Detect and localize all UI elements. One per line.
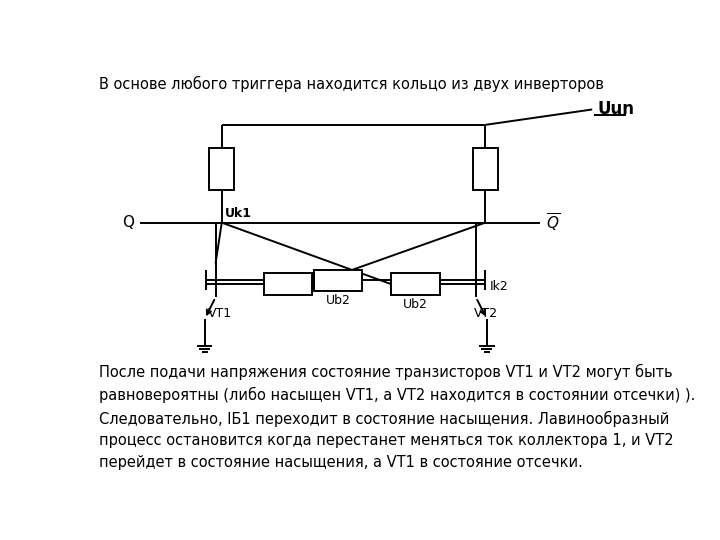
- Text: Uun: Uun: [598, 100, 634, 118]
- Bar: [473, 147, 498, 190]
- Text: После подачи напряжения состояние транзисторов VT1 и VT2 могут быть
равновероятн: После подачи напряжения состояние транзи…: [99, 363, 696, 470]
- Text: $\overline{Q}$: $\overline{Q}$: [546, 212, 559, 234]
- Text: Ik2: Ik2: [490, 280, 508, 293]
- Bar: [314, 269, 362, 291]
- Text: Ub2: Ub2: [325, 294, 351, 307]
- Text: Ub2: Ub2: [403, 298, 428, 311]
- Text: Uk1: Uk1: [225, 207, 252, 220]
- Text: В основе любого триггера находится кольцо из двух инверторов: В основе любого триггера находится кольц…: [99, 76, 604, 92]
- Bar: [392, 273, 439, 295]
- Text: VT1: VT1: [208, 307, 232, 320]
- Bar: [264, 273, 312, 295]
- Text: Q: Q: [122, 215, 134, 230]
- Text: VT2: VT2: [474, 307, 498, 320]
- Bar: [210, 147, 234, 190]
